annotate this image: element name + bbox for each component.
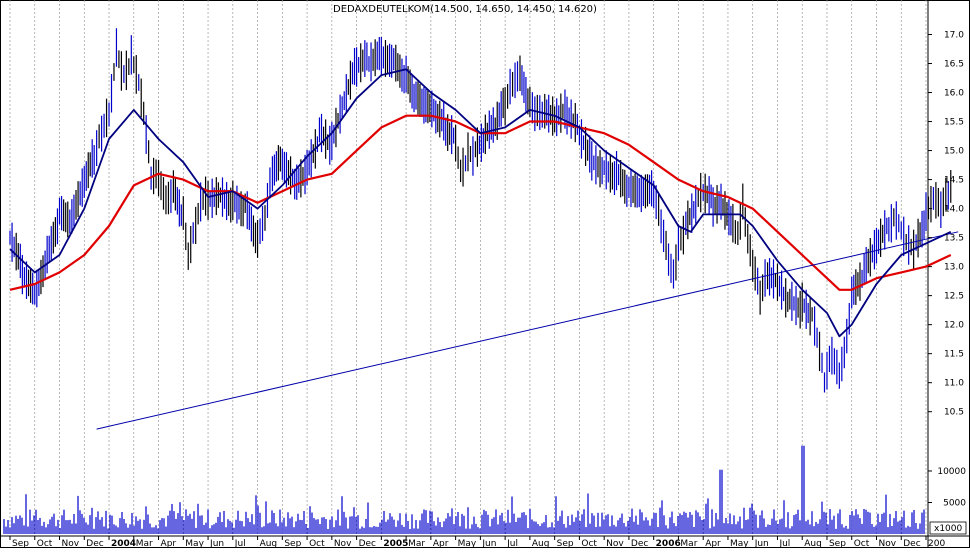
y-tick-label: 12.5 (944, 292, 964, 302)
long-ma-line (9, 114, 952, 291)
x-tick-label: Oct (581, 539, 597, 548)
x-tick-label: Mar (408, 539, 425, 548)
x-tick-label: May (185, 539, 204, 548)
volume-tick-label: 10000 (937, 467, 966, 477)
x-tick-label: Sep (557, 539, 574, 548)
x-tick-label: Apr (705, 539, 721, 548)
y-tick-label: 14.5 (944, 176, 964, 186)
y-tick-label: 13.0 (944, 263, 964, 273)
x-tick-label: Nov (606, 539, 624, 548)
y-tick-label: 15.0 (944, 147, 964, 157)
volume-base-box (929, 521, 967, 535)
x-tick-label: Jul (506, 539, 518, 548)
x-tick-label: Oct (37, 539, 53, 548)
x-tick-label: 2004 (111, 539, 136, 548)
x-tick-label: Sep (829, 539, 846, 548)
y-tick-label: 14.0 (944, 205, 964, 215)
x-tick-label: Dec (359, 539, 376, 548)
x-tick-label: Nov (334, 539, 352, 548)
volume-base-label: x1000 (934, 524, 963, 534)
y-tick-label: 17.0 (944, 31, 964, 41)
x-tick-label: Jun (481, 539, 496, 548)
y-tick-label: 12.0 (944, 321, 964, 331)
trendline-line (96, 231, 959, 430)
x-tick-label: Mar (136, 539, 153, 548)
x-tick-label: Jul (778, 539, 790, 548)
x-tick-label: Apr (433, 539, 449, 548)
x-tick-label: Sep (284, 539, 301, 548)
y-tick-label: 11.0 (944, 379, 964, 389)
x-tick-label: Nov (62, 539, 80, 548)
x-tick-label: Jul (234, 539, 246, 548)
x-tick-label: Oct (309, 539, 325, 548)
x-tick-label: 200 (928, 539, 945, 548)
x-tick-label: Dec (631, 539, 648, 548)
y-tick-label: 16.5 (944, 60, 964, 70)
y-tick-label: 16.0 (944, 89, 964, 99)
x-tick-label: Dec (903, 539, 920, 548)
x-tick-label: Aug (532, 539, 550, 548)
x-tick-label: May (730, 539, 749, 548)
x-tick-label: 2005 (383, 539, 408, 548)
axis-layer: Sep Oct Nov Dec 2004 Mar Apr May Jun Jul Aug Sep Oct… (9, 31, 967, 549)
x-tick-label: 2006 (656, 539, 681, 548)
chart-title: DEDAXDEUTELKOM(14.500, 14.650, 14.450, 1… (333, 4, 597, 15)
short-ma-line (9, 68, 952, 338)
x-tick-label: Aug (260, 539, 278, 548)
x-tick-label: Jun (754, 539, 769, 548)
x-tick-label: Mar (680, 539, 697, 548)
y-tick-label: 10.5 (944, 408, 964, 418)
x-tick-label: Aug (804, 539, 822, 548)
x-tick-label: Sep (12, 539, 29, 548)
x-tick-label: Dec (86, 539, 103, 548)
x-tick-label: Oct (854, 539, 870, 548)
y-tick-label: 11.5 (944, 350, 964, 360)
x-tick-label: Nov (878, 539, 896, 548)
x-tick-label: May (458, 539, 477, 548)
volume-tick-label: 5000 (943, 498, 966, 508)
y-tick-label: 15.5 (944, 118, 964, 128)
y-tick-label: 13.5 (944, 234, 964, 244)
x-tick-label: Apr (161, 539, 177, 548)
x-tick-label: Jun (209, 539, 224, 548)
series-layer (3, 28, 959, 534)
